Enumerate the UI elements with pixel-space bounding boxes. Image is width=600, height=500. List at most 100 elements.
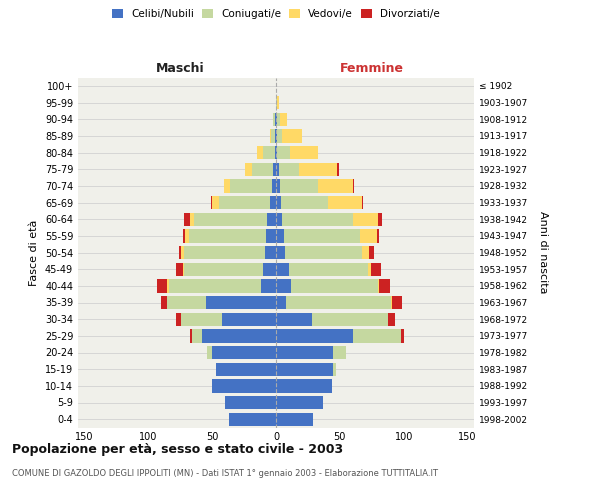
Bar bbox=[276, 162, 278, 176]
Bar bbox=[280, 179, 318, 192]
Bar bbox=[379, 279, 389, 292]
Bar bbox=[184, 262, 263, 276]
Bar bbox=[276, 246, 285, 259]
Bar bbox=[318, 179, 353, 192]
Bar bbox=[276, 146, 277, 159]
Bar bbox=[276, 229, 284, 242]
Bar bbox=[276, 212, 283, 226]
Bar bbox=[362, 196, 363, 209]
Bar bbox=[185, 229, 189, 242]
Text: Maschi: Maschi bbox=[156, 62, 205, 75]
Bar bbox=[252, 162, 274, 176]
Bar bbox=[378, 212, 382, 226]
Bar bbox=[183, 262, 184, 276]
Bar bbox=[277, 146, 290, 159]
Bar bbox=[285, 246, 362, 259]
Text: Popolazione per età, sesso e stato civile - 2003: Popolazione per età, sesso e stato civil… bbox=[12, 442, 343, 456]
Bar bbox=[189, 229, 266, 242]
Bar bbox=[401, 329, 404, 342]
Bar bbox=[353, 212, 378, 226]
Bar bbox=[207, 346, 212, 359]
Bar bbox=[276, 312, 312, 326]
Bar bbox=[223, 312, 276, 326]
Bar bbox=[392, 296, 403, 309]
Bar bbox=[269, 196, 276, 209]
Bar bbox=[257, 146, 263, 159]
Bar bbox=[290, 146, 318, 159]
Bar bbox=[328, 196, 362, 209]
Bar bbox=[212, 196, 218, 209]
Bar bbox=[276, 112, 277, 126]
Bar bbox=[206, 296, 276, 309]
Bar bbox=[277, 129, 283, 142]
Bar bbox=[286, 296, 391, 309]
Bar bbox=[230, 179, 272, 192]
Bar bbox=[276, 279, 292, 292]
Bar bbox=[280, 112, 287, 126]
Bar bbox=[184, 212, 190, 226]
Bar bbox=[202, 329, 276, 342]
Bar bbox=[176, 262, 183, 276]
Bar bbox=[212, 379, 276, 392]
Bar bbox=[218, 196, 269, 209]
Legend: Celibi/Nubili, Coniugati/e, Vedovi/e, Divorziati/e: Celibi/Nubili, Coniugati/e, Vedovi/e, Di… bbox=[108, 5, 444, 24]
Bar bbox=[276, 196, 281, 209]
Bar bbox=[224, 179, 230, 192]
Text: COMUNE DI GAZOLDO DEGLI IPPOLITI (MN) - Dati ISTAT 1° gennaio 2003 - Elaborazion: COMUNE DI GAZOLDO DEGLI IPPOLITI (MN) - … bbox=[12, 469, 438, 478]
Bar bbox=[194, 212, 267, 226]
Bar bbox=[275, 146, 276, 159]
Bar bbox=[391, 296, 392, 309]
Bar bbox=[169, 279, 260, 292]
Bar bbox=[167, 279, 169, 292]
Bar bbox=[181, 246, 184, 259]
Bar bbox=[276, 379, 332, 392]
Bar bbox=[260, 279, 276, 292]
Bar bbox=[369, 246, 374, 259]
Bar bbox=[353, 179, 354, 192]
Bar bbox=[334, 362, 336, 376]
Bar bbox=[278, 162, 299, 176]
Bar bbox=[377, 229, 379, 242]
Bar bbox=[191, 329, 202, 342]
Bar bbox=[334, 346, 346, 359]
Bar bbox=[283, 129, 302, 142]
Bar bbox=[299, 162, 337, 176]
Y-axis label: Fasce di età: Fasce di età bbox=[29, 220, 39, 286]
Bar bbox=[371, 262, 381, 276]
Bar bbox=[283, 212, 353, 226]
Bar bbox=[161, 296, 167, 309]
Bar bbox=[284, 229, 361, 242]
Text: Femmine: Femmine bbox=[340, 62, 404, 75]
Bar bbox=[183, 229, 185, 242]
Bar bbox=[190, 329, 191, 342]
Bar bbox=[277, 112, 280, 126]
Bar bbox=[292, 279, 378, 292]
Bar bbox=[179, 246, 181, 259]
Bar bbox=[276, 396, 323, 409]
Bar bbox=[212, 346, 276, 359]
Bar bbox=[276, 262, 289, 276]
Bar bbox=[276, 329, 353, 342]
Bar bbox=[216, 362, 276, 376]
Bar bbox=[225, 396, 276, 409]
Bar bbox=[362, 246, 369, 259]
Bar bbox=[271, 129, 275, 142]
Bar bbox=[276, 362, 334, 376]
Bar bbox=[368, 262, 371, 276]
Bar bbox=[157, 279, 167, 292]
Bar bbox=[184, 246, 265, 259]
Y-axis label: Anni di nascita: Anni di nascita bbox=[538, 211, 548, 294]
Bar bbox=[337, 162, 338, 176]
Bar bbox=[211, 196, 212, 209]
Bar bbox=[265, 246, 276, 259]
Bar bbox=[276, 179, 280, 192]
Bar bbox=[276, 412, 313, 426]
Bar bbox=[274, 162, 276, 176]
Bar bbox=[281, 196, 328, 209]
Bar bbox=[276, 96, 277, 109]
Bar bbox=[176, 312, 181, 326]
Bar bbox=[276, 296, 286, 309]
Bar bbox=[275, 129, 276, 142]
Bar bbox=[276, 129, 277, 142]
Bar bbox=[312, 312, 388, 326]
